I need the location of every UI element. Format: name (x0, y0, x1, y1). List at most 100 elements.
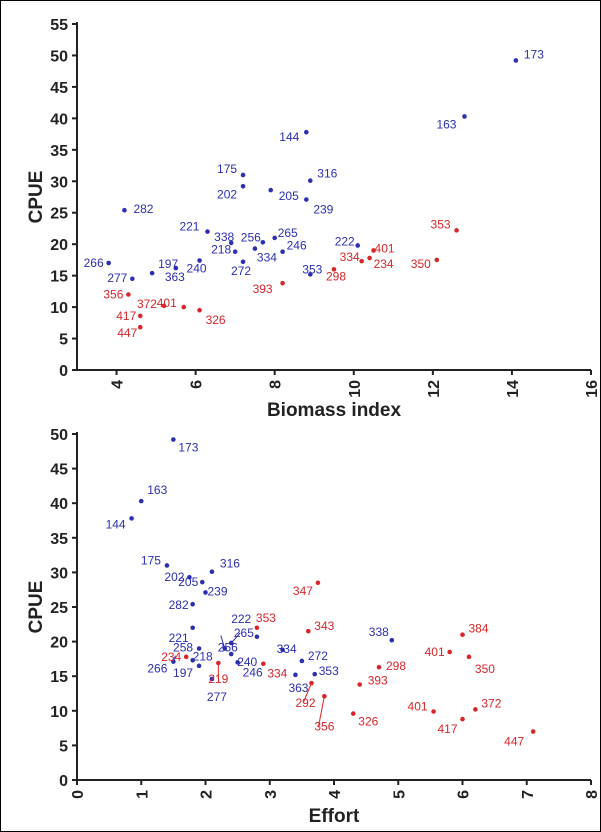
data-point (129, 516, 134, 521)
data-point (434, 257, 440, 263)
y-tick-label: 20 (50, 237, 68, 254)
data-point-label: 334 (257, 251, 277, 265)
data-point-label: 221 (169, 631, 189, 645)
data-point-label: 266 (84, 256, 104, 270)
y-tick-label: 0 (59, 773, 68, 790)
data-point-label: 272 (308, 649, 328, 663)
data-point (460, 632, 465, 637)
data-point-label: 246 (287, 239, 307, 253)
x-tick-label: 6 (189, 380, 206, 389)
y-axis-title: CPUE (26, 171, 47, 224)
data-point-label: 353 (256, 611, 276, 625)
data-point (235, 660, 240, 665)
x-tick-label: 6 (456, 790, 473, 799)
label-leader-line (303, 682, 312, 703)
y-tick-label: 10 (50, 704, 68, 721)
data-point (173, 265, 179, 271)
data-point (232, 249, 238, 255)
data-point (197, 258, 202, 263)
data-point (371, 248, 376, 253)
data-point (307, 272, 313, 277)
data-point-label: 258 (173, 641, 193, 655)
data-point-label: 277 (107, 271, 127, 285)
data-point-label: 197 (158, 257, 178, 271)
data-point (466, 654, 472, 660)
data-point-label: 173 (524, 47, 544, 61)
data-point (304, 129, 309, 135)
data-point-label: 350 (475, 662, 495, 676)
data-point-label: 221 (179, 220, 199, 234)
data-point-label: 175 (141, 553, 161, 567)
y-tick-label: 15 (50, 269, 68, 286)
data-point (216, 660, 221, 666)
data-point (240, 172, 246, 178)
data-point (199, 579, 205, 585)
data-point-label: 372 (137, 297, 157, 311)
data-point (307, 178, 313, 183)
data-point (254, 625, 260, 631)
data-point-label: 282 (169, 598, 189, 612)
y-tick-label: 15 (50, 669, 68, 686)
data-point-label: 417 (116, 309, 136, 323)
data-point (222, 646, 228, 651)
data-point (228, 240, 234, 246)
data-point-label: 334 (340, 250, 360, 264)
data-point-label: 334 (277, 642, 297, 656)
data-point-label: 197 (173, 666, 193, 680)
data-point-label: 222 (231, 612, 251, 626)
data-point (260, 239, 266, 245)
data-point (322, 693, 327, 699)
x-axis-title: Effort (309, 806, 360, 827)
data-point (454, 228, 459, 233)
data-point-label: 272 (231, 264, 251, 278)
data-point (171, 659, 176, 664)
data-point-label: 240 (187, 262, 207, 276)
data-point (137, 324, 143, 330)
x-tick-label: 4 (110, 380, 127, 389)
y-tick-label: 50 (50, 48, 68, 65)
data-point-label: 218 (211, 243, 231, 257)
data-point-label: 417 (437, 722, 457, 736)
x-tick-label: 7 (520, 790, 537, 799)
y-tick-label: 40 (50, 496, 68, 513)
data-point (106, 260, 111, 266)
data-point-label: 338 (369, 625, 389, 639)
data-point (130, 276, 135, 282)
data-point (367, 255, 372, 261)
data-point (203, 590, 208, 595)
y-tick-label: 5 (59, 332, 68, 349)
data-point (357, 682, 363, 687)
data-point-label: 144 (279, 130, 299, 144)
data-point-label: 347 (293, 584, 313, 598)
data-point-label: 401 (425, 645, 445, 659)
data-point (460, 716, 465, 722)
data-point-label: 202 (217, 187, 237, 201)
data-point (389, 637, 395, 643)
data-point-label: 277 (207, 690, 227, 704)
data-point (299, 658, 305, 664)
data-point (359, 258, 364, 264)
data-point (315, 580, 321, 586)
y-tick-label: 45 (50, 80, 68, 97)
data-point-label: 356 (314, 719, 334, 733)
data-point-label: 316 (220, 557, 240, 571)
x-tick-label: 3 (263, 790, 280, 799)
data-point-label: 256 (241, 230, 261, 244)
data-point-label: 292 (295, 696, 315, 710)
data-point (137, 313, 143, 319)
data-point-label: 265 (278, 226, 298, 240)
data-point-label: 343 (314, 619, 334, 633)
data-point-label: 350 (411, 257, 431, 271)
data-point-label: 326 (206, 313, 226, 327)
data-point-label: 356 (103, 288, 123, 302)
data-point-label: 256 (218, 641, 238, 655)
data-point (196, 646, 202, 651)
label-leader-line (317, 696, 325, 728)
data-point-label: 363 (288, 681, 308, 695)
data-point (149, 270, 155, 276)
data-point-label: 338 (214, 230, 234, 244)
data-point (197, 307, 202, 313)
data-point-label: 234 (161, 650, 181, 664)
data-point (209, 676, 215, 682)
data-point (293, 672, 298, 678)
